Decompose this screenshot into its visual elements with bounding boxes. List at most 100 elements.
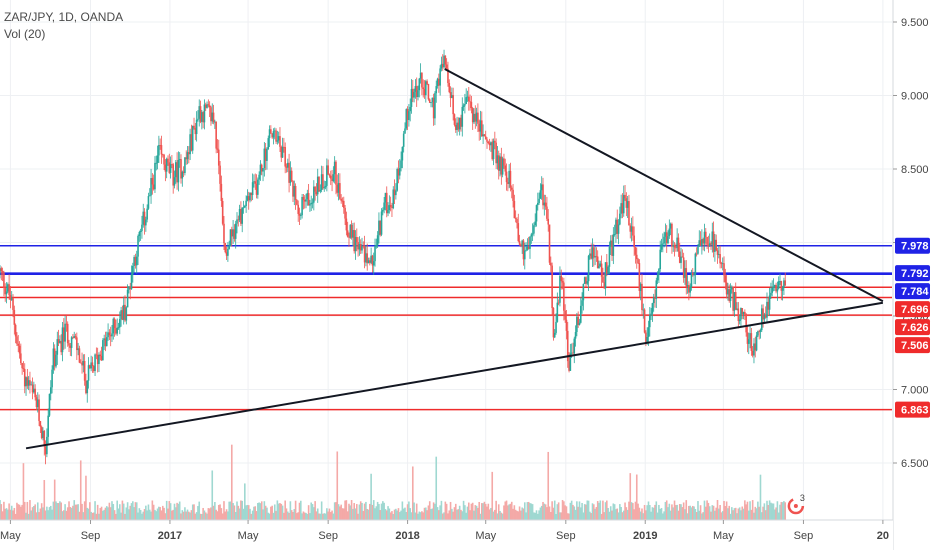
symbol-title: ZAR/JPY, 1D, OANDA [4, 10, 124, 24]
volume-bar [628, 501, 630, 520]
volume-bar [497, 504, 500, 520]
volume-bar [746, 501, 749, 520]
volume-bar [302, 511, 305, 520]
time-tick-label: 20 [877, 530, 889, 542]
candle-body [359, 244, 362, 251]
volume-bar [257, 503, 259, 520]
candle-body [527, 246, 530, 249]
candle-body [303, 199, 306, 202]
volume-bar [632, 503, 634, 520]
volume-bar [617, 512, 620, 520]
volume-bar [238, 508, 241, 520]
candle-body [775, 284, 777, 292]
candle-body [215, 121, 217, 149]
candle-body [573, 338, 576, 354]
candle-body [167, 158, 169, 163]
volume-bar [109, 507, 112, 520]
volume-bar [242, 508, 245, 520]
volume-bar [359, 501, 362, 520]
horizontal-levels[interactable] [0, 244, 892, 411]
volume-bar [259, 503, 262, 520]
volume-bar [134, 502, 137, 520]
candle-body [61, 327, 64, 353]
candle-body [537, 202, 539, 206]
candle-body [42, 430, 44, 439]
volume-bar [5, 508, 8, 520]
candle-body [771, 287, 773, 293]
trend-line[interactable] [444, 68, 884, 303]
candle-body [336, 184, 339, 193]
volume-bar [469, 510, 471, 520]
candle-body [438, 78, 440, 86]
volume-bar [410, 512, 413, 520]
candle-body [428, 99, 431, 103]
candle-body [362, 245, 365, 247]
volume-bar [169, 503, 172, 520]
volume-bar [422, 512, 425, 520]
candle-body [81, 362, 83, 366]
candle-body [447, 68, 449, 83]
candle-body [353, 230, 355, 252]
candle-body [396, 169, 398, 191]
volume-bar [229, 501, 232, 520]
volume-bar [527, 501, 530, 520]
volume-bar [537, 513, 539, 520]
candle-body [163, 154, 165, 165]
candle-body [547, 218, 550, 225]
candle-body [602, 276, 604, 283]
volume-bar [91, 512, 94, 520]
candle-body [540, 184, 543, 191]
volume-bar [425, 507, 427, 520]
volume-bar [784, 502, 787, 520]
volume-bar [585, 504, 587, 520]
volume-bar [349, 505, 352, 520]
candle-body [346, 230, 349, 237]
trend-lines[interactable] [25, 68, 884, 450]
candle-body [348, 236, 350, 238]
volume-bar [244, 483, 246, 520]
volume-bar [375, 506, 378, 520]
volume-bar [290, 510, 293, 520]
alert-badge[interactable]: 3 [787, 493, 805, 515]
candle-body [488, 143, 491, 146]
candle-body [451, 95, 453, 98]
candle-body [85, 380, 87, 394]
candle-body [628, 201, 630, 226]
volume-bar [236, 501, 238, 520]
volume-bar [406, 504, 409, 520]
volume-bar [352, 508, 354, 520]
candle-body [199, 106, 202, 122]
volume-bar [712, 505, 715, 520]
candle-body [473, 113, 475, 123]
candle-body [263, 148, 266, 169]
candle-body [617, 224, 620, 234]
volume-bar [615, 509, 617, 520]
candle-body [526, 246, 529, 250]
alert-clock-icon[interactable] [787, 497, 805, 515]
volume-bar [452, 511, 454, 520]
trend-line[interactable] [25, 301, 884, 450]
volume-bar [281, 505, 284, 520]
candle-body [31, 384, 34, 393]
volume-bar [681, 507, 684, 520]
candle-body [26, 377, 29, 386]
volume-bar [319, 513, 322, 520]
candle-body [181, 171, 184, 179]
candle-body [22, 368, 25, 370]
candle-body [609, 240, 612, 247]
volume-bar [764, 510, 767, 520]
candle-body [654, 297, 656, 299]
candle-body [33, 388, 35, 393]
candle-body [591, 247, 594, 259]
volume-bar [755, 508, 758, 520]
candle-body [293, 185, 296, 197]
price-tag-label: 7.978 [901, 241, 929, 253]
candle-body [425, 81, 427, 96]
volume-bar [31, 507, 34, 520]
candle-body [172, 164, 174, 186]
candle-body [91, 362, 94, 367]
time-axis[interactable]: May Sep 2017 May Sep 2018 May Sep 2019 May Sep 20 [0, 519, 893, 550]
candle-body [134, 257, 137, 266]
candle-body [113, 318, 116, 329]
